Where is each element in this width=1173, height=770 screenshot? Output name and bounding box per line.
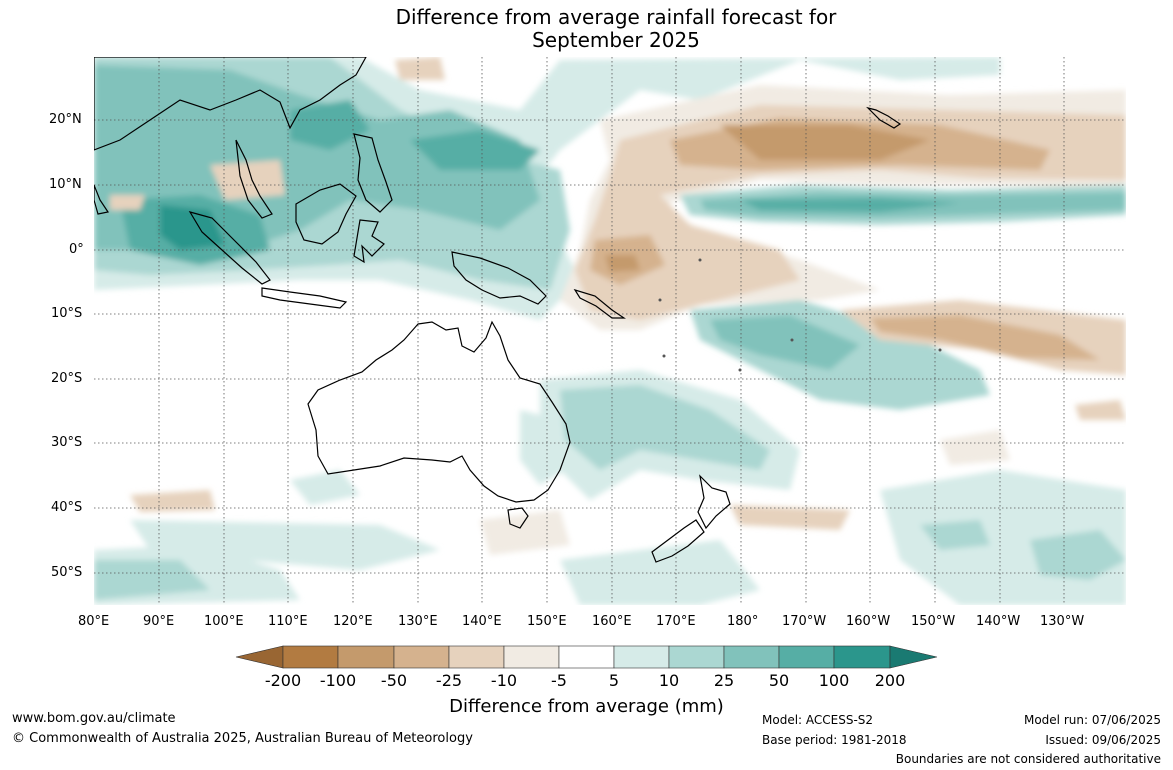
lon-label: 170°E <box>656 614 696 629</box>
java-outline <box>261 287 348 309</box>
copyright-text: © Commonwealth of Australia 2025, Austra… <box>12 731 473 746</box>
base-period-text: Base period: 1981-2018 <box>762 733 907 747</box>
islands <box>658 258 942 372</box>
solomon-islands-outline <box>573 288 626 319</box>
colorbar-tick-label: -100 <box>319 671 357 690</box>
lon-label: 180° <box>727 614 759 629</box>
map-field <box>94 57 1126 605</box>
model-text: Model: ACCESS-S2 <box>762 713 874 727</box>
colorbar-tick-label: 200 <box>874 671 906 690</box>
india-tip-outline <box>94 184 109 215</box>
graticule <box>94 57 1126 605</box>
colorbar-low-arrow <box>235 645 284 669</box>
malay-peninsula-outline <box>235 139 273 219</box>
colorbar <box>235 645 938 669</box>
map-title-line2: September 2025 <box>532 28 700 52</box>
lat-label: 50°S <box>51 565 83 580</box>
philippines-outline <box>353 133 393 213</box>
colorbar-tick-label: 25 <box>713 671 735 690</box>
borneo-outline <box>295 183 357 245</box>
australia-outline <box>307 320 571 503</box>
lon-label: 100°E <box>204 614 244 629</box>
lon-label: 150°E <box>527 614 567 629</box>
lat-label: 20°N <box>49 112 82 127</box>
disclaimer-text: Boundaries are not considered authoritat… <box>895 752 1161 766</box>
lon-label: 110°E <box>268 614 308 629</box>
lon-label: 80°E <box>78 614 110 629</box>
lat-label: 30°S <box>51 435 83 450</box>
lat-label: 20°S <box>51 371 83 386</box>
website-text: www.bom.gov.au/climate <box>12 711 176 726</box>
lat-label: 0° <box>69 242 84 257</box>
sulawesi-outline <box>353 219 385 264</box>
map-title-line1: Difference from average rainfall forecas… <box>395 5 837 29</box>
colorbar-tick-label: -200 <box>264 671 302 690</box>
colorbar-tick-label: 100 <box>818 671 850 690</box>
colorbar-tick-label: 50 <box>768 671 790 690</box>
lon-label: 130°W <box>1040 614 1085 629</box>
colorbar-tick-label: -5 <box>551 671 567 690</box>
colorbar-tick-label: 10 <box>658 671 680 690</box>
asia-mainland-outline <box>94 57 367 151</box>
issued-text: Issued: 09/06/2025 <box>1045 733 1161 747</box>
colorbar-title: Difference from average (mm) <box>449 696 724 717</box>
colorbar-tick-label: -25 <box>435 671 463 690</box>
colorbar-tick-label: -50 <box>380 671 408 690</box>
new-zealand-south-outline <box>651 519 705 563</box>
lat-label: 10°N <box>49 177 82 192</box>
lon-label: 140°E <box>462 614 502 629</box>
colorbar-tick-label: -10 <box>490 671 518 690</box>
lat-label: 10°S <box>51 306 83 321</box>
lat-label: 40°S <box>51 500 83 515</box>
coastlines <box>94 57 902 563</box>
colorbar-high-arrow <box>889 645 938 669</box>
lon-label: 120°E <box>333 614 373 629</box>
anomaly-shading <box>94 57 1126 605</box>
new-guinea-outline <box>451 251 547 305</box>
lon-label: 90°E <box>143 614 175 629</box>
sumatra-outline <box>188 211 271 285</box>
new-zealand-north-outline <box>697 474 731 530</box>
lon-label: 130°E <box>398 614 438 629</box>
lon-label: 140°W <box>976 614 1021 629</box>
lon-label: 170°W <box>782 614 827 629</box>
lon-label: 160°W <box>846 614 891 629</box>
lon-label: 160°E <box>592 614 632 629</box>
hawaii-outline <box>866 106 902 129</box>
colorbar-tick-label: 5 <box>608 671 620 690</box>
model-run-text: Model run: 07/06/2025 <box>1023 713 1161 727</box>
lon-label: 150°W <box>911 614 956 629</box>
tasmania-outline <box>507 507 529 529</box>
